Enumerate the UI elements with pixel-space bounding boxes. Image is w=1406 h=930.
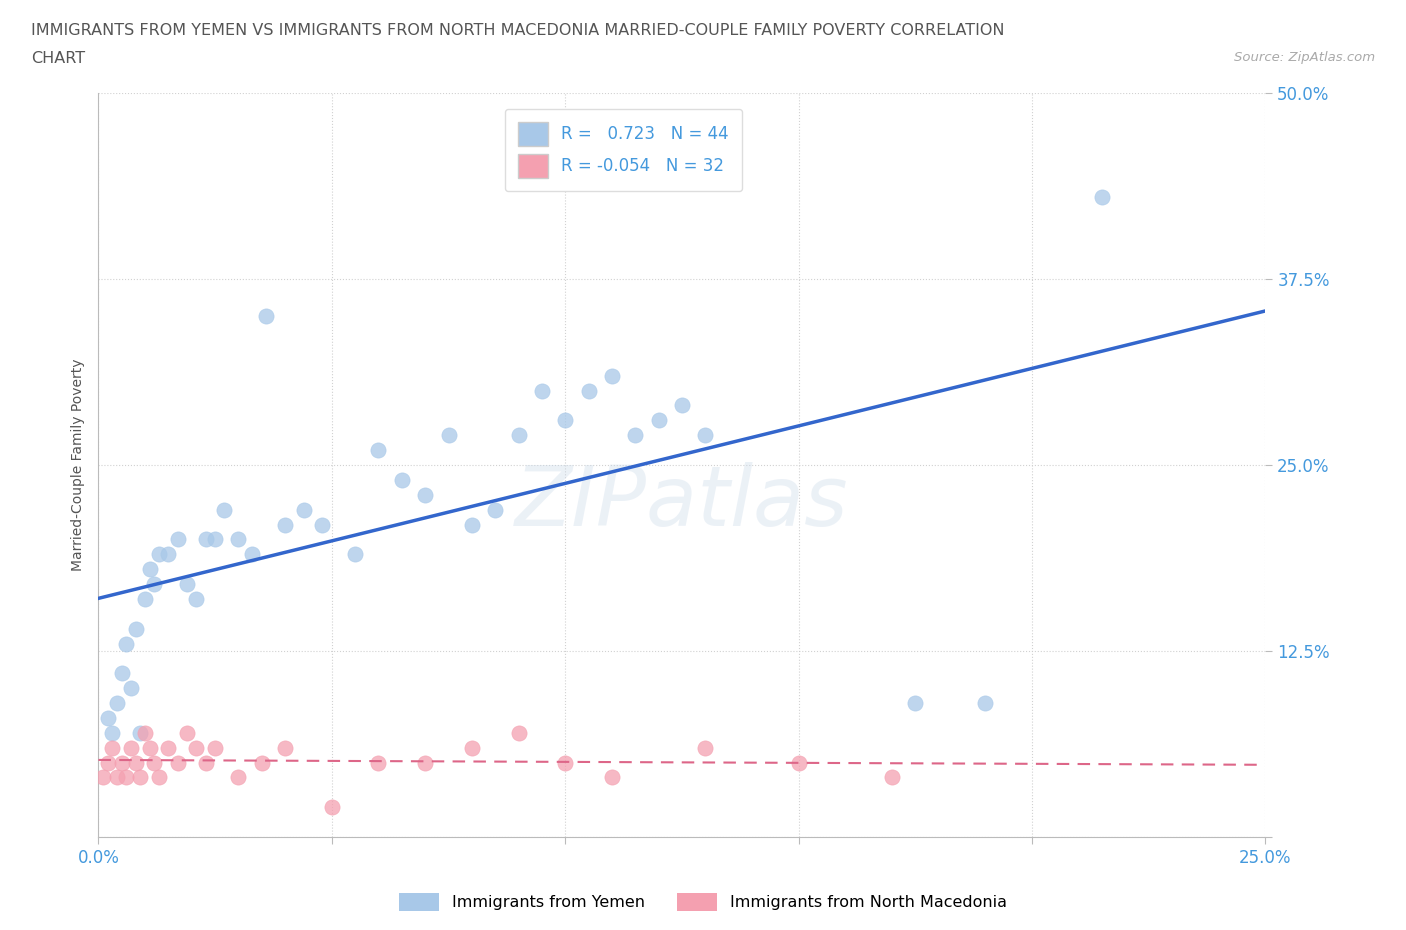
Point (311, 517, 333, 532)
Point (413, 755, 436, 770)
Point (194, 755, 217, 770)
Point (139, 740, 162, 755)
Point (148, 547, 170, 562)
Point (554, 755, 576, 770)
Point (256, 309, 278, 324)
Point (321, 800, 343, 815)
Point (125, 755, 148, 770)
Point (695, 428, 717, 443)
Point (129, 770, 152, 785)
Point (292, 502, 315, 517)
Point (186, 740, 208, 755)
Point (120, 681, 142, 696)
Point (91, 770, 114, 785)
Point (134, 591, 156, 606)
Point (101, 740, 124, 755)
Point (157, 547, 180, 562)
Point (904, 696, 927, 711)
Point (391, 472, 413, 487)
Point (367, 443, 389, 458)
Point (647, 413, 669, 428)
Point (367, 755, 389, 770)
Point (166, 755, 188, 770)
Y-axis label: Married-Couple Family Poverty: Married-Couple Family Poverty (70, 359, 84, 571)
Point (242, 547, 264, 562)
Point (186, 591, 208, 606)
Point (111, 666, 134, 681)
Point (166, 532, 188, 547)
Point (105, 770, 128, 785)
Point (250, 755, 273, 770)
Point (344, 547, 367, 562)
Point (143, 577, 166, 591)
Point (413, 487, 436, 502)
Point (97, 711, 120, 725)
Point (101, 725, 124, 740)
Point (148, 770, 170, 785)
Text: IMMIGRANTS FROM YEMEN VS IMMIGRANTS FROM NORTH MACEDONIA MARRIED-COUPLE FAMILY P: IMMIGRANTS FROM YEMEN VS IMMIGRANTS FROM… (31, 23, 1004, 38)
Point (134, 725, 156, 740)
Point (176, 725, 198, 740)
Point (508, 428, 530, 443)
Point (120, 740, 142, 755)
Point (578, 383, 600, 398)
Text: CHART: CHART (31, 51, 84, 66)
Point (204, 532, 226, 547)
Point (194, 532, 217, 547)
Legend: Immigrants from Yemen, Immigrants from North Macedonia: Immigrants from Yemen, Immigrants from N… (392, 886, 1014, 917)
Point (115, 636, 138, 651)
Point (880, 770, 903, 785)
Point (157, 740, 180, 755)
Point (139, 562, 162, 577)
Point (600, 368, 623, 383)
Point (695, 740, 717, 755)
Legend: R =   0.723   N = 44, R = -0.054   N = 32: R = 0.723 N = 44, R = -0.054 N = 32 (505, 109, 742, 191)
Point (228, 532, 250, 547)
Point (671, 398, 693, 413)
Point (1091, 190, 1114, 205)
Point (274, 740, 297, 755)
Point (437, 428, 460, 443)
Point (115, 770, 138, 785)
Point (143, 755, 166, 770)
Point (600, 770, 623, 785)
Point (624, 428, 647, 443)
Point (228, 770, 250, 785)
Point (484, 502, 506, 517)
Point (214, 502, 236, 517)
Point (274, 517, 297, 532)
Point (554, 413, 576, 428)
Text: Source: ZipAtlas.com: Source: ZipAtlas.com (1234, 51, 1375, 64)
Point (129, 725, 152, 740)
Point (105, 696, 128, 711)
Point (111, 755, 134, 770)
Text: ZIPatlas: ZIPatlas (515, 461, 849, 543)
Point (125, 621, 148, 636)
Point (461, 517, 484, 532)
Point (974, 696, 997, 711)
Point (508, 725, 530, 740)
Point (204, 740, 226, 755)
Point (97, 755, 120, 770)
Point (530, 383, 553, 398)
Point (461, 740, 484, 755)
Point (176, 577, 198, 591)
Point (787, 755, 810, 770)
